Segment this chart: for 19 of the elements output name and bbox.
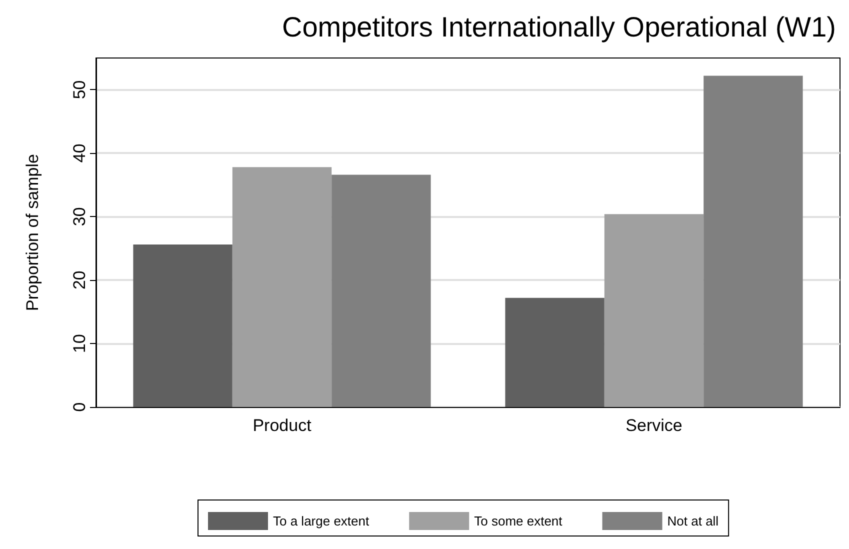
x-tick-label: Product [252,416,312,435]
legend-label: Not at all [667,514,719,528]
legend-label: To a large extent [273,514,370,528]
y-tick-label: 40 [70,144,89,163]
y-tick-label: 20 [70,270,89,290]
bar [604,214,704,407]
x-tick-label: Service [626,416,682,435]
chart-title: Competitors Internationally Operational (W1) [282,12,836,42]
legend-label: To some extent [474,514,563,528]
bar [505,298,604,407]
y-tick-label: 30 [70,207,89,226]
y-axis-title: Proportion of sample [23,154,42,311]
bar [332,174,431,407]
bar [232,167,332,407]
y-tick-label: 0 [70,402,89,412]
bar [704,76,803,407]
bar [133,244,232,407]
y-tick-label: 10 [70,334,89,354]
y-tick-label: 50 [70,80,89,100]
